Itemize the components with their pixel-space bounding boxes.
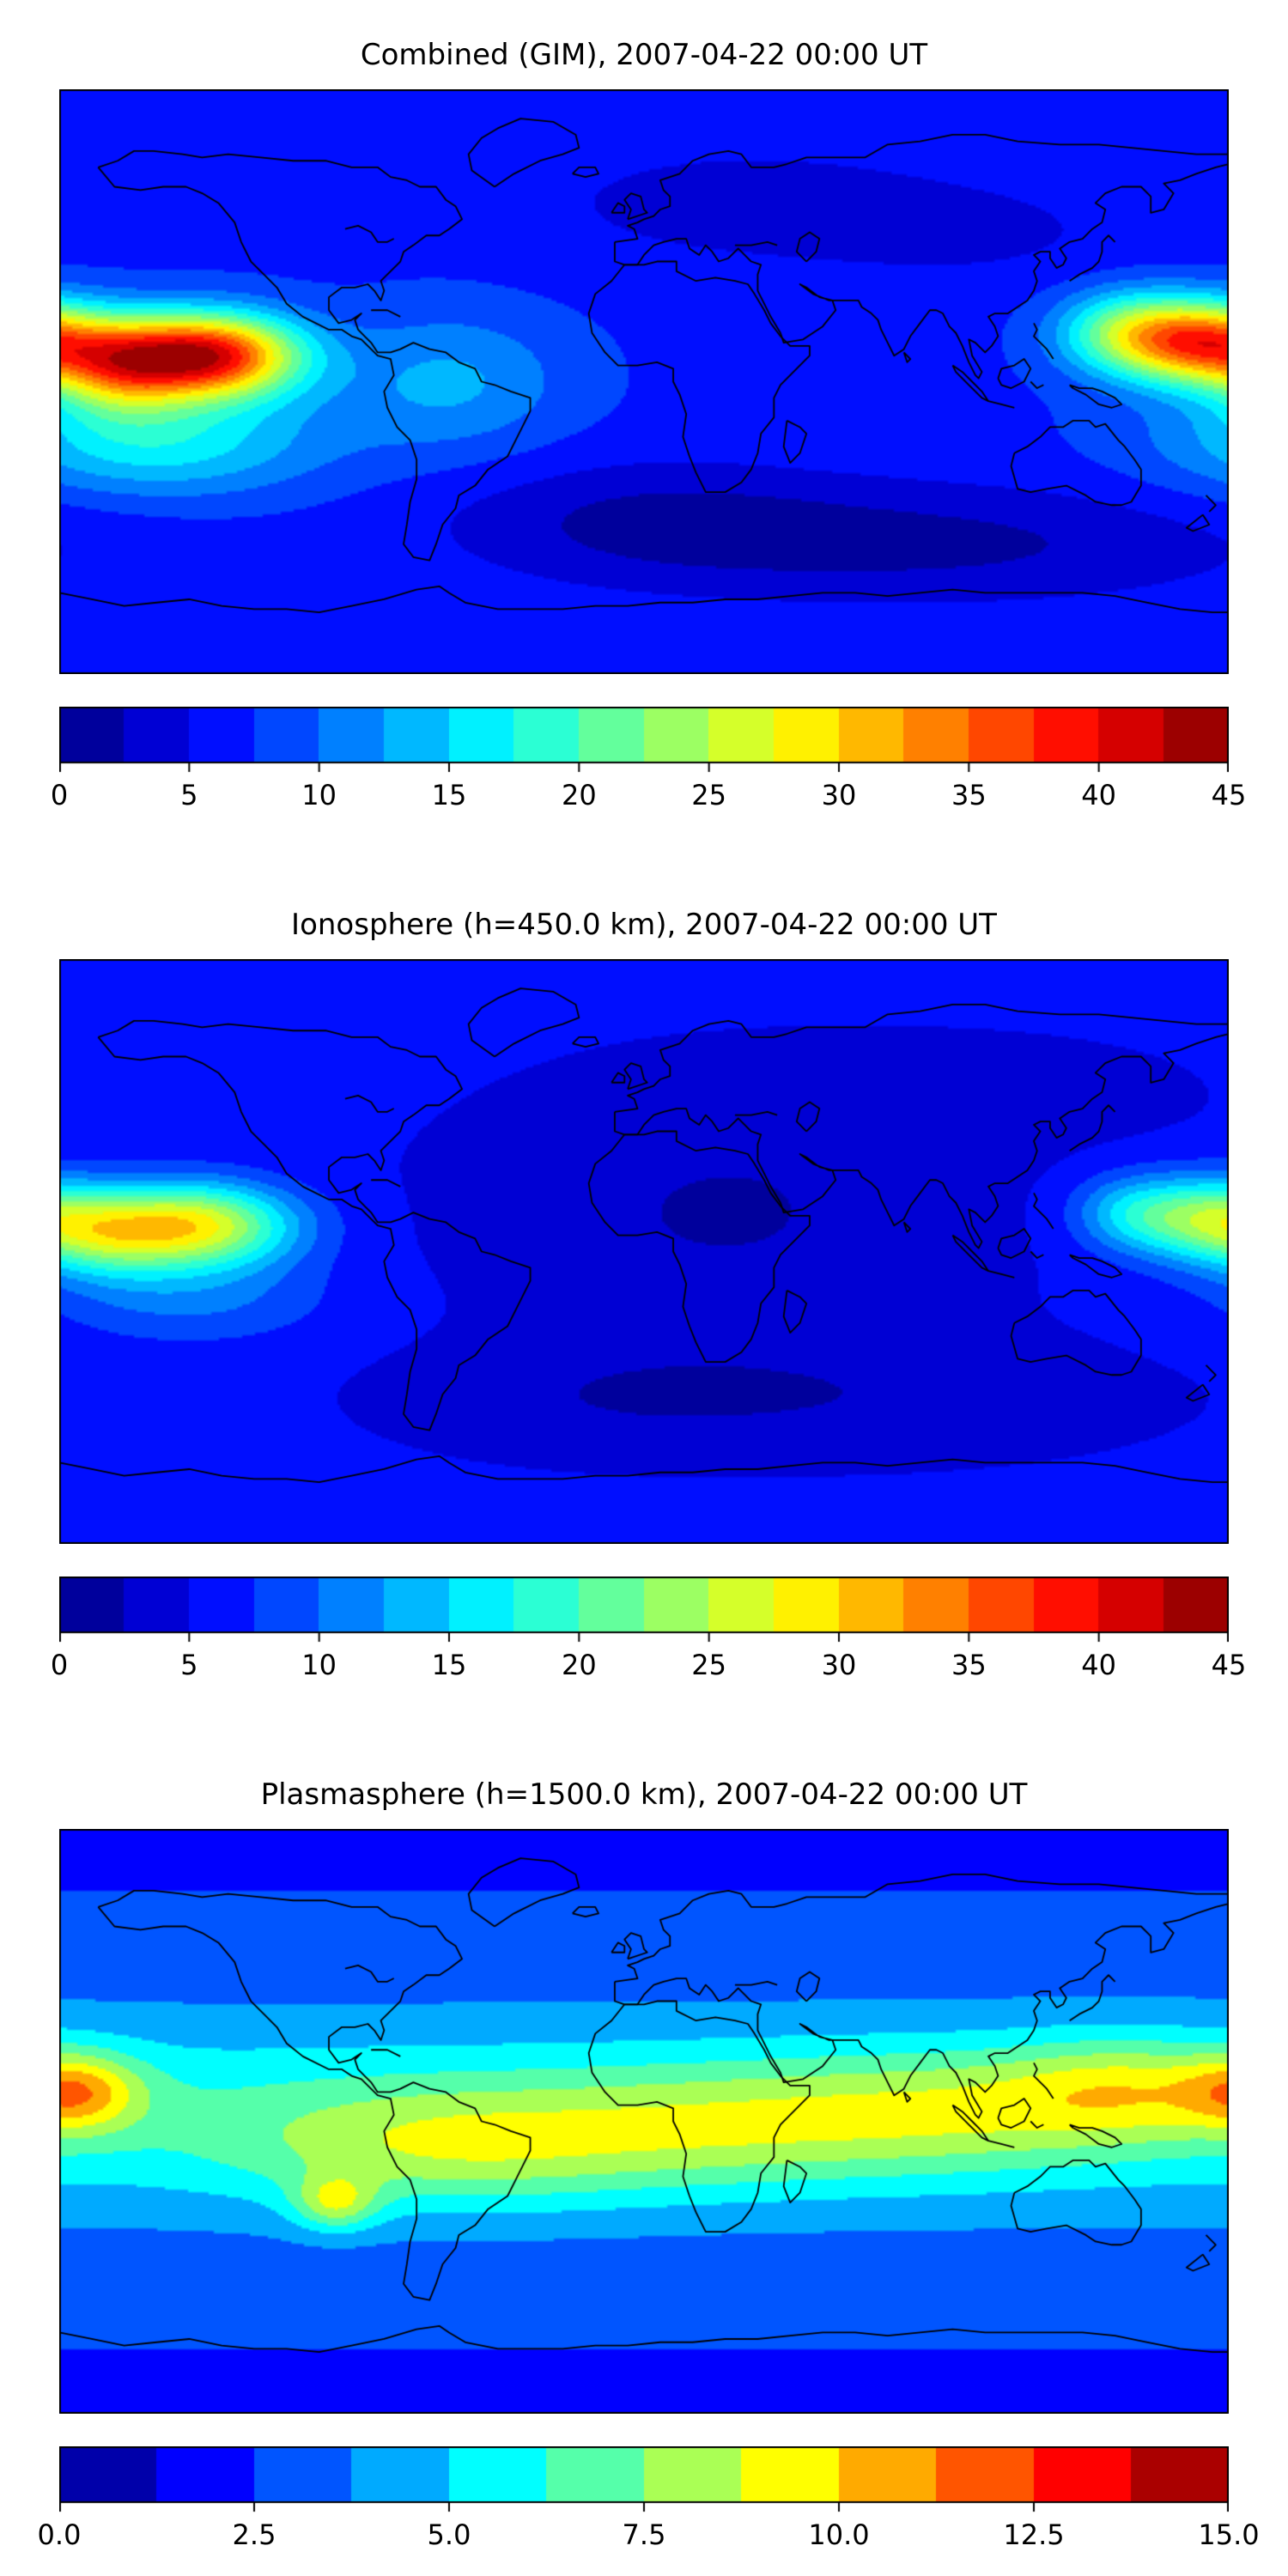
colorbar-tick-label: 5 xyxy=(180,1649,198,1681)
colorbar-tick-label: 15 xyxy=(431,779,467,811)
colorbar-tick-label: 35 xyxy=(951,1649,987,1681)
ionosphere-title: Ionosphere (h=450.0 km), 2007-04-22 00:0… xyxy=(291,908,997,942)
colorbar-tick-label: 10 xyxy=(301,779,337,811)
colorbar-tick-label: 2.5 xyxy=(232,2518,276,2551)
colorbar-tick-label: 20 xyxy=(561,1649,597,1681)
colorbar-tick-label: 0.0 xyxy=(37,2518,82,2551)
colorbar-tick-label: 15.0 xyxy=(1198,2518,1260,2551)
colorbar-tick-label: 25 xyxy=(691,1649,727,1681)
combined-title: Combined (GIM), 2007-04-22 00:00 UT xyxy=(360,38,928,72)
figure-combined: Combined (GIM), 2007-04-22 00:00 UT 0 5 10… xyxy=(0,0,1288,818)
colorbar-tick-label: 20 xyxy=(561,779,597,811)
colorbar-tick-label: 25 xyxy=(691,779,727,811)
figure-plasmasphere: Plasmasphere (h=1500.0 km), 2007-04-22 0… xyxy=(0,1777,1288,2558)
colorbar-tick-label: 30 xyxy=(821,779,857,811)
colorbar-tick-label: 10.0 xyxy=(808,2518,870,2551)
combined-map-canvas xyxy=(59,89,1229,674)
ionosphere-colorbar-ticks: 0 5 10 15 20 25 30 35 40 45 xyxy=(51,1645,1247,1688)
colorbar-tick-label: 40 xyxy=(1081,1649,1117,1681)
plasmasphere-title: Plasmasphere (h=1500.0 km), 2007-04-22 0… xyxy=(260,1777,1028,1812)
ionosphere-map-canvas xyxy=(59,959,1229,1544)
colorbar-tick-label: 0 xyxy=(50,1649,69,1681)
figure-ionosphere: Ionosphere (h=450.0 km), 2007-04-22 00:0… xyxy=(0,908,1288,1688)
colorbar-tick-label: 5 xyxy=(180,779,198,811)
colorbar-tick-label: 5.0 xyxy=(427,2518,471,2551)
combined-colorbar xyxy=(59,707,1229,775)
colorbar-tick-label: 10 xyxy=(301,1649,337,1681)
colorbar-tick-label: 45 xyxy=(1211,1649,1247,1681)
combined-colorbar-ticks: 0 5 10 15 20 25 30 35 40 45 xyxy=(51,775,1247,818)
ionosphere-colorbar xyxy=(59,1577,1229,1645)
colorbar-tick-label: 15 xyxy=(431,1649,467,1681)
plasmasphere-colorbar-ticks: 0.0 2.5 5.0 7.5 10.0 12.5 15.0 xyxy=(38,2515,1260,2558)
colorbar-tick-label: 40 xyxy=(1081,779,1117,811)
colorbar-tick-label: 35 xyxy=(951,779,987,811)
plasmasphere-colorbar xyxy=(59,2446,1229,2515)
colorbar-tick-label: 45 xyxy=(1211,779,1247,811)
colorbar-tick-label: 12.5 xyxy=(1003,2518,1065,2551)
colorbar-tick-label: 0 xyxy=(50,779,69,811)
colorbar-tick-label: 30 xyxy=(821,1649,857,1681)
colorbar-tick-label: 7.5 xyxy=(622,2518,666,2551)
plasmasphere-map-canvas xyxy=(59,1829,1229,2414)
